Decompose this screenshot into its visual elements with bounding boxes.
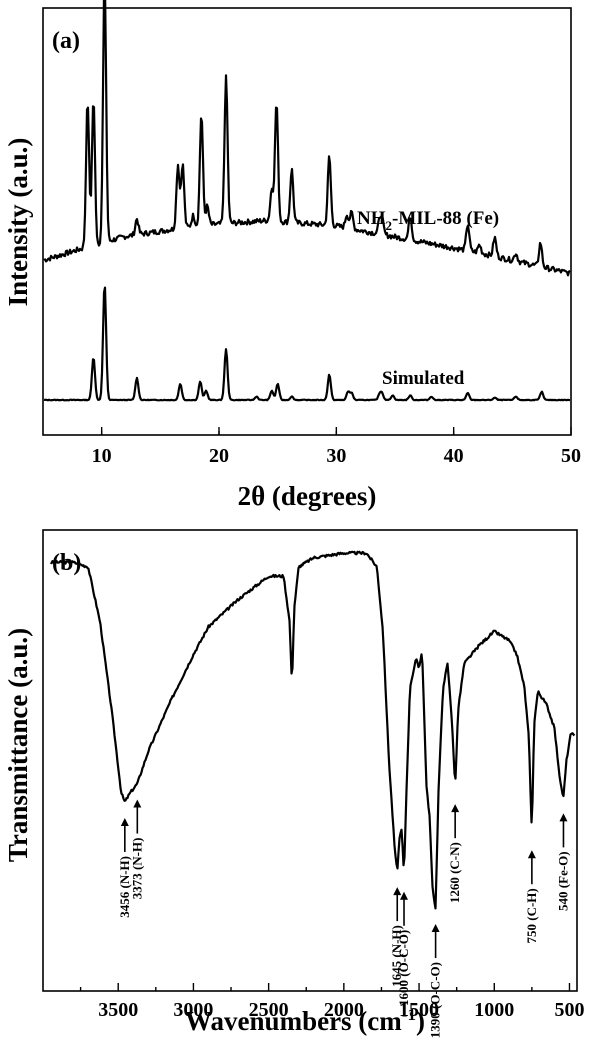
x-tick-label-500: 500 xyxy=(554,999,584,1021)
x-tick-label-3000: 3000 xyxy=(173,999,213,1021)
x-tick-label-20: 20 xyxy=(209,445,229,467)
series-label-rest: -MIL-88 (Fe) xyxy=(392,208,499,229)
annotation-label-750: 750 (C-H) xyxy=(524,888,539,943)
band-annotation-1645: 1645 (N-H) xyxy=(389,887,404,987)
xrd-trace-nh2-mil-88 xyxy=(43,0,571,277)
x-tick-label-1500: 1500 xyxy=(399,999,439,1021)
panel-a-xrd-chart: (a) 10 20 30 40 50 NH2-MIL-88 (Fe) Simulated… xyxy=(3,0,581,511)
band-annotation-1260: 1260 (C-N) xyxy=(447,804,462,903)
band-annotation-1390: 1390 (O-C-O) xyxy=(428,924,443,1038)
annotation-arrowhead xyxy=(400,891,409,900)
series-label-subscript: 2 xyxy=(386,218,393,233)
annotation-label-3456: 3456 (N-H) xyxy=(117,856,132,918)
x-axis-label-end: ) xyxy=(416,1006,425,1036)
annotation-arrowhead xyxy=(451,804,460,813)
series-label-main: NH xyxy=(357,208,386,229)
panel-a-x-axis-label: 2θ (degrees) xyxy=(238,481,377,511)
panel-a-y-axis-label: Intensity (a.u.) xyxy=(3,138,33,307)
band-annotation-3456: 3456 (N-H) xyxy=(117,817,132,918)
ftir-trace xyxy=(50,550,576,910)
annotation-label-1600: 1600 (O-C-O) xyxy=(396,930,411,1006)
annotation-label-540: 540 (Fe-O) xyxy=(555,851,570,911)
annotation-arrowhead xyxy=(527,850,536,859)
annotation-label-3373: 3373 (N-H) xyxy=(129,838,144,900)
x-tick-label-1000: 1000 xyxy=(474,999,514,1021)
annotation-arrowhead xyxy=(120,817,129,826)
x-tick-label-40: 40 xyxy=(444,445,464,467)
ftir-band-annotations: 3456 (N-H)3373 (N-H) 1645 (N-H)1600 (O-C-… xyxy=(117,799,570,1038)
band-annotation-1600: 1600 (O-C-O) xyxy=(396,891,411,1006)
panel-b-x-axis-label: Wavenumbers (cm-1) xyxy=(185,1005,425,1036)
annotation-label-1260: 1260 (C-N) xyxy=(447,842,462,903)
x-tick-label-50: 50 xyxy=(561,445,581,467)
panel-a-x-ticks: 10 20 30 40 50 xyxy=(92,427,581,467)
panel-a-plot-frame xyxy=(42,7,572,436)
annotation-arrowhead xyxy=(559,813,568,822)
xrd-trace-simulated xyxy=(43,286,571,402)
series-label-simulated: Simulated xyxy=(382,368,465,389)
panel-b-x-ticks: 3500 3000 2500 2000 1500 1000 500 xyxy=(79,983,584,1021)
panel-b-y-axis-label: Transmittance (a.u.) xyxy=(3,628,33,862)
panel-a-label: (a) xyxy=(52,28,80,54)
x-tick-label-2500: 2500 xyxy=(249,999,289,1021)
band-annotation-540: 540 (Fe-O) xyxy=(555,813,570,911)
x-tick-label-30: 30 xyxy=(326,445,346,467)
x-axis-label-main: Wavenumbers (cm xyxy=(185,1006,402,1036)
series-label-nh2-mil-88: NH2-MIL-88 (Fe) xyxy=(357,208,499,233)
panel-b-plot-frame xyxy=(42,529,578,992)
annotation-label-1390: 1390 (O-C-O) xyxy=(428,962,443,1038)
x-axis-label-superscript: -1 xyxy=(402,1005,416,1024)
panel-b-ftir-chart: (b) 3500 3000 2500 2000 1500 1000 500 3456 (N-… xyxy=(3,529,584,1038)
x-tick-label-2000: 2000 xyxy=(324,999,364,1021)
x-tick-label-3500: 3500 xyxy=(98,999,138,1021)
annotation-label-1645: 1645 (N-H) xyxy=(389,925,404,987)
x-tick-label-10: 10 xyxy=(92,445,112,467)
annotation-arrowhead xyxy=(431,924,440,933)
annotation-arrowhead xyxy=(393,887,402,896)
annotation-arrowhead xyxy=(133,799,142,808)
band-annotation-3373: 3373 (N-H) xyxy=(129,799,144,900)
band-annotation-750: 750 (C-H) xyxy=(524,850,539,944)
